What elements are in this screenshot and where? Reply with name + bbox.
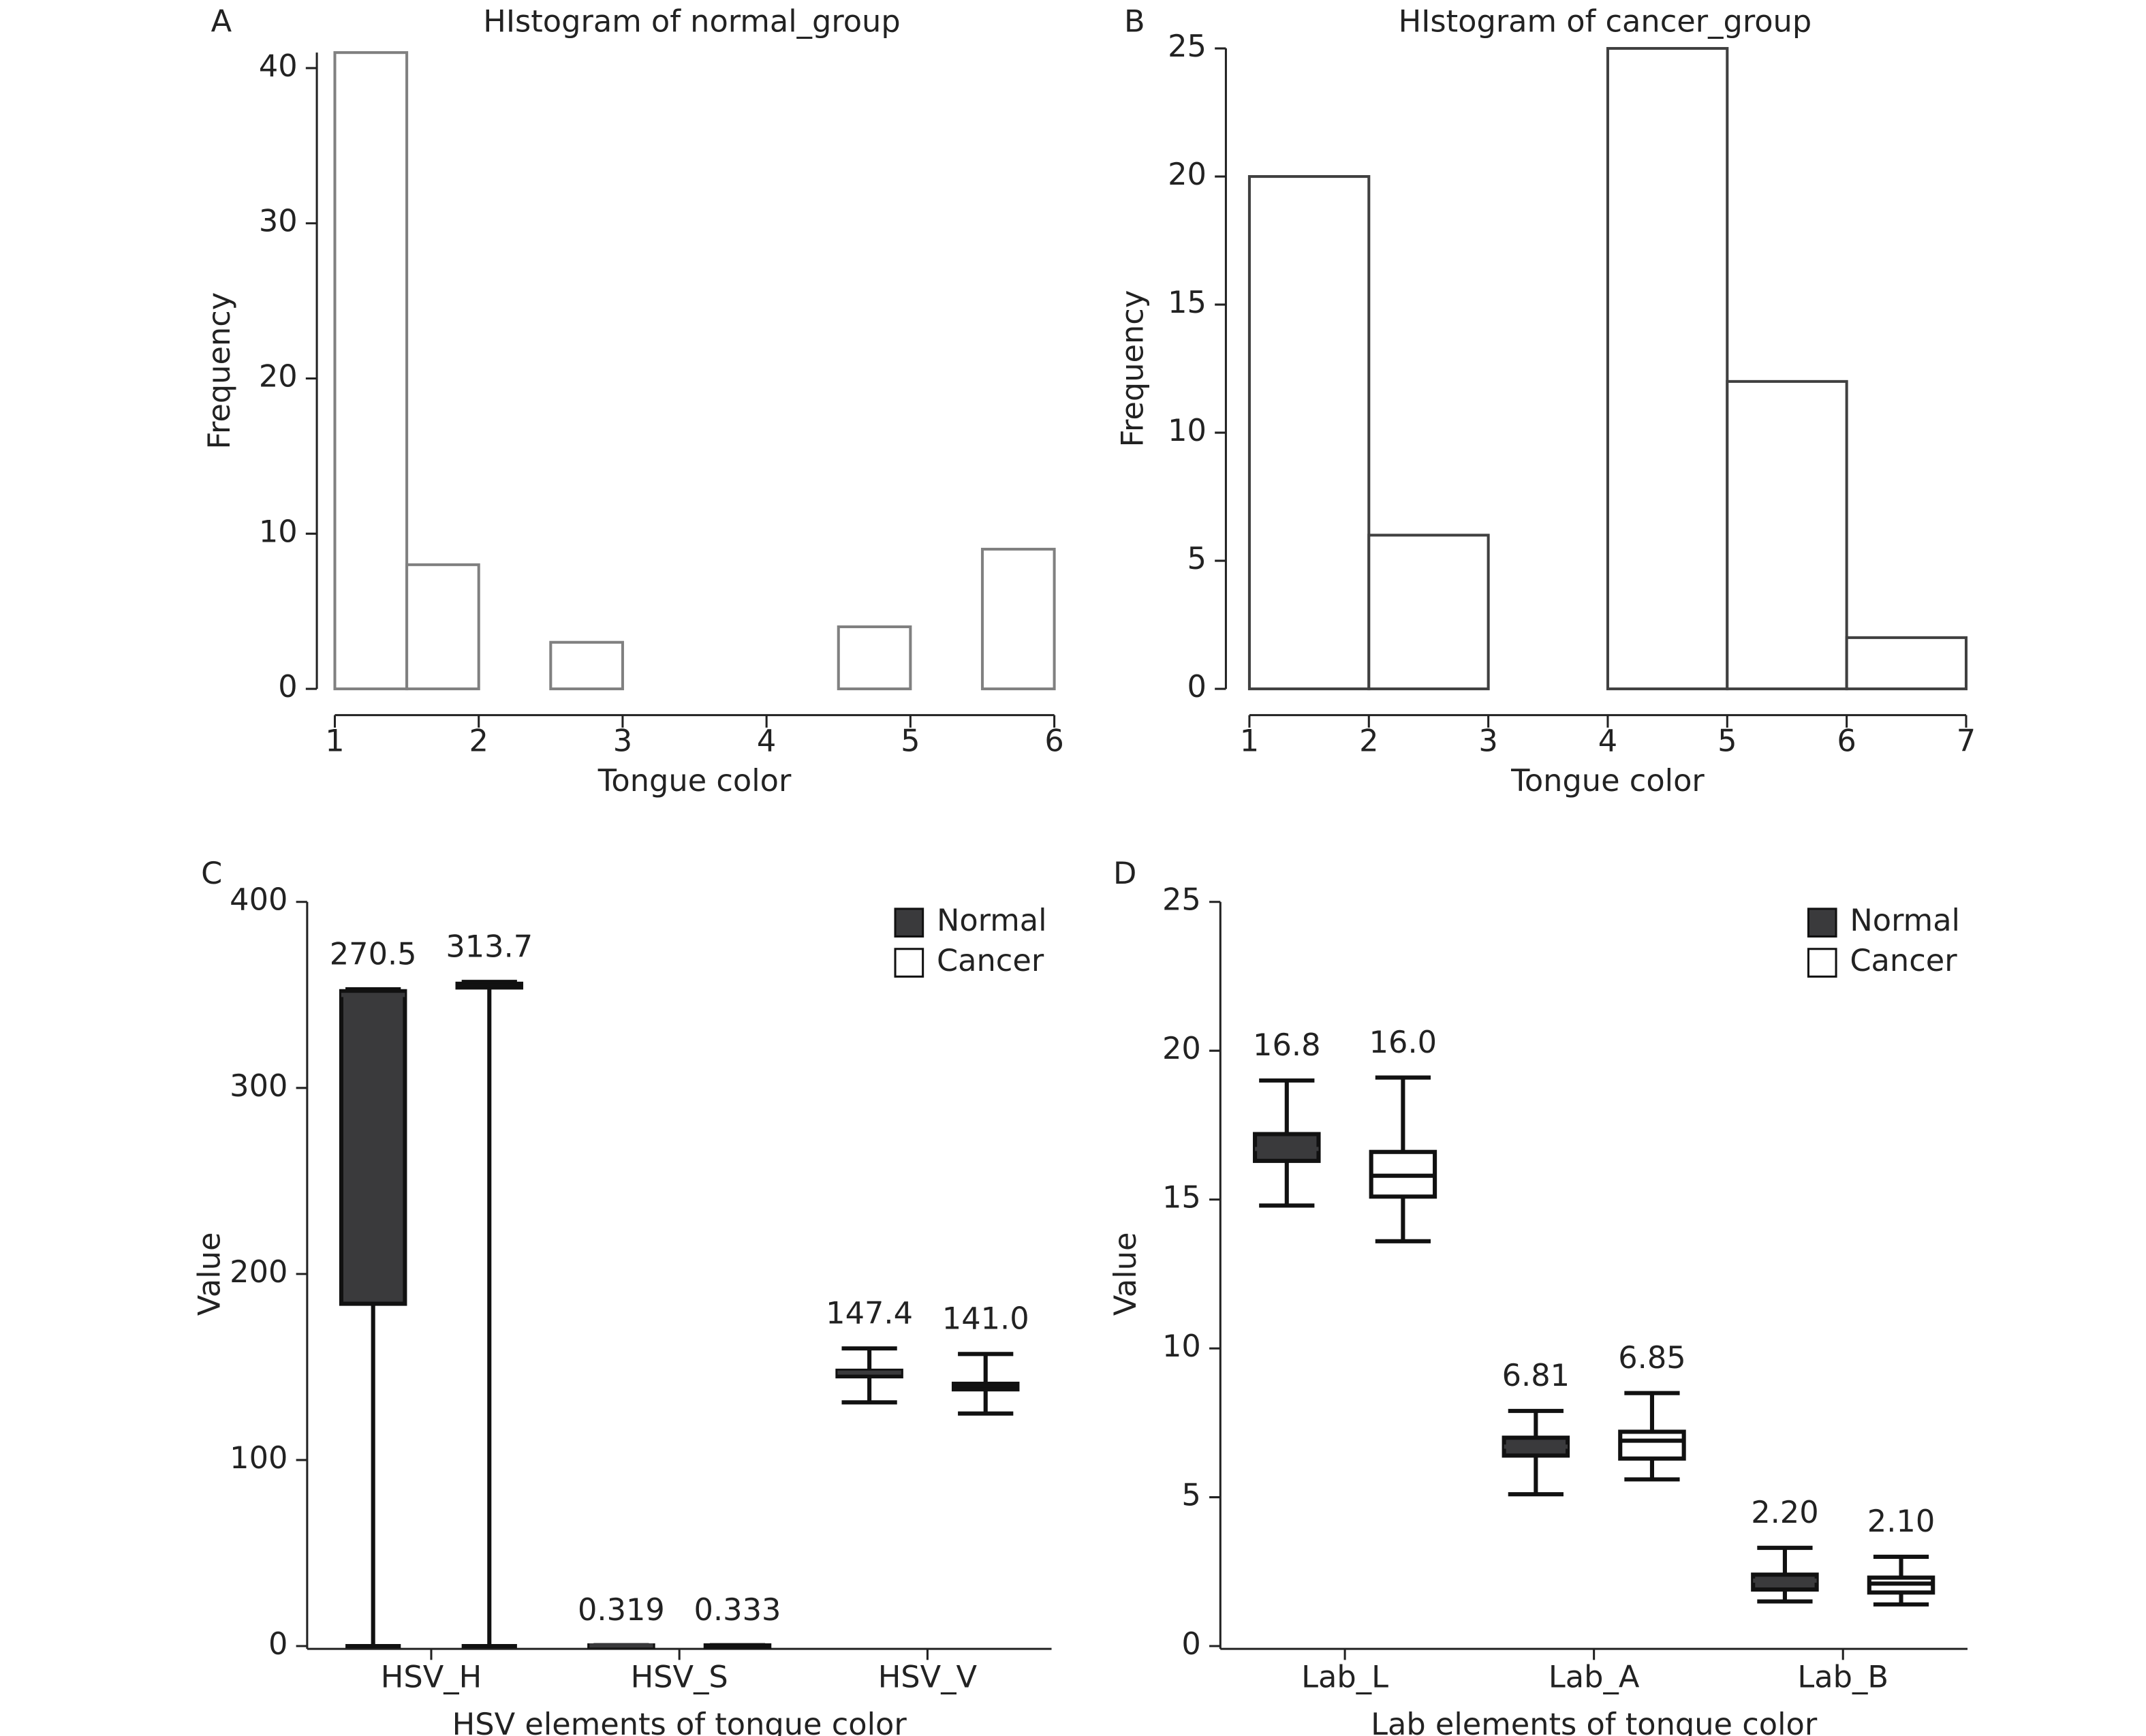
y-tick-label: 25 bbox=[1168, 29, 1207, 64]
histogram-bar bbox=[980, 548, 1056, 691]
value-label: 0.319 bbox=[578, 1592, 665, 1628]
legend-label: Cancer bbox=[1850, 943, 1957, 978]
x-axis-label: Lab elements of tongue color bbox=[1371, 1707, 1818, 1736]
x-tick-label: 4 bbox=[757, 723, 776, 758]
histogram-bar bbox=[549, 640, 624, 691]
panel-label: A bbox=[211, 4, 232, 40]
y-tick-label: 0 bbox=[1187, 669, 1207, 704]
x-axis-label: HSV elements of tongue color bbox=[452, 1707, 907, 1736]
chart-title: HIstogram of cancer_group bbox=[1399, 4, 1812, 40]
x-tick-label: HSV_H bbox=[381, 1660, 482, 1695]
value-label: 16.0 bbox=[1369, 1025, 1437, 1060]
y-tick-label: 0 bbox=[1181, 1626, 1200, 1662]
panel-label: D bbox=[1113, 856, 1136, 891]
x-tick-label: HSV_S bbox=[631, 1660, 728, 1695]
y-tick-label: 10 bbox=[1168, 413, 1207, 448]
x-axis-label: Tongue color bbox=[1510, 763, 1705, 799]
histogram-bar bbox=[333, 51, 409, 691]
x-tick-label: 2 bbox=[469, 723, 488, 758]
value-label: 16.8 bbox=[1253, 1027, 1320, 1063]
x-tick-label: 4 bbox=[1598, 723, 1617, 758]
histogram-bar bbox=[1726, 379, 1848, 691]
y-tick-label: 20 bbox=[1162, 1031, 1201, 1066]
value-label: 147.4 bbox=[826, 1295, 913, 1331]
legend-label: Normal bbox=[1850, 903, 1960, 938]
y-tick-label: 5 bbox=[1187, 541, 1207, 576]
x-tick-label: Lab_B bbox=[1797, 1660, 1888, 1695]
x-tick-label: 2 bbox=[1359, 723, 1378, 758]
histogram-bar bbox=[1845, 636, 1968, 691]
panel-label: C bbox=[201, 856, 222, 891]
x-axis-label: Tongue color bbox=[597, 763, 792, 799]
box bbox=[339, 989, 407, 1306]
y-tick-label: 20 bbox=[1168, 157, 1207, 192]
legend-label: Normal bbox=[937, 903, 1047, 938]
y-tick-label: 20 bbox=[259, 359, 298, 394]
value-label: 270.5 bbox=[330, 936, 417, 972]
box bbox=[1618, 1429, 1686, 1461]
legend-swatch bbox=[1807, 908, 1837, 938]
value-label: 6.85 bbox=[1618, 1340, 1685, 1376]
value-label: 6.81 bbox=[1502, 1358, 1570, 1393]
value-label: 0.333 bbox=[694, 1592, 781, 1628]
y-tick-label: 10 bbox=[259, 514, 298, 549]
value-label: 2.20 bbox=[1751, 1495, 1818, 1530]
x-tick-label: 5 bbox=[901, 723, 920, 758]
histogram-bar bbox=[405, 563, 480, 691]
x-tick-label: 6 bbox=[1044, 723, 1063, 758]
y-tick-label: 15 bbox=[1168, 285, 1207, 320]
x-tick-label: 6 bbox=[1837, 723, 1856, 758]
y-tick-label: 25 bbox=[1162, 882, 1201, 918]
y-axis-label: Value bbox=[192, 1233, 228, 1316]
y-tick-label: 300 bbox=[230, 1068, 287, 1104]
chart-title: HIstogram of normal_group bbox=[483, 4, 900, 40]
y-tick-label: 30 bbox=[259, 204, 298, 239]
histogram-bar bbox=[1367, 533, 1490, 691]
legend-swatch bbox=[894, 948, 924, 978]
x-tick-label: Lab_L bbox=[1301, 1660, 1388, 1695]
x-tick-label: 3 bbox=[1478, 723, 1497, 758]
y-axis-label: Frequency bbox=[202, 292, 237, 450]
y-tick-label: 10 bbox=[1162, 1329, 1201, 1364]
y-tick-label: 0 bbox=[268, 1626, 287, 1662]
legend-swatch bbox=[894, 908, 924, 938]
y-tick-label: 100 bbox=[230, 1440, 287, 1476]
x-tick-label: 1 bbox=[1240, 723, 1259, 758]
y-tick-label: 15 bbox=[1162, 1180, 1201, 1215]
y-tick-label: 400 bbox=[230, 882, 287, 918]
x-tick-label: 1 bbox=[325, 723, 344, 758]
y-tick-label: 5 bbox=[1181, 1478, 1200, 1513]
y-tick-label: 0 bbox=[278, 669, 297, 704]
value-label: 2.10 bbox=[1867, 1504, 1935, 1539]
y-axis-label: Frequency bbox=[1115, 290, 1150, 448]
histogram-bar bbox=[837, 625, 912, 691]
y-axis-label: Value bbox=[1108, 1233, 1143, 1316]
x-tick-label: 3 bbox=[613, 723, 632, 758]
y-tick-label: 200 bbox=[230, 1254, 287, 1290]
histogram-bar bbox=[1606, 47, 1729, 691]
x-tick-label: Lab_A bbox=[1549, 1660, 1640, 1695]
y-tick-label: 40 bbox=[259, 48, 298, 84]
legend-label: Cancer bbox=[937, 943, 1044, 978]
x-tick-label: 5 bbox=[1717, 723, 1737, 758]
value-label: 141.0 bbox=[942, 1301, 1029, 1337]
histogram-bar bbox=[1247, 175, 1371, 691]
x-tick-label: HSV_V bbox=[878, 1660, 978, 1695]
panel-label: B bbox=[1124, 4, 1145, 40]
value-label: 313.7 bbox=[446, 929, 533, 964]
x-tick-label: 7 bbox=[1957, 723, 1976, 758]
legend-swatch bbox=[1807, 948, 1837, 978]
